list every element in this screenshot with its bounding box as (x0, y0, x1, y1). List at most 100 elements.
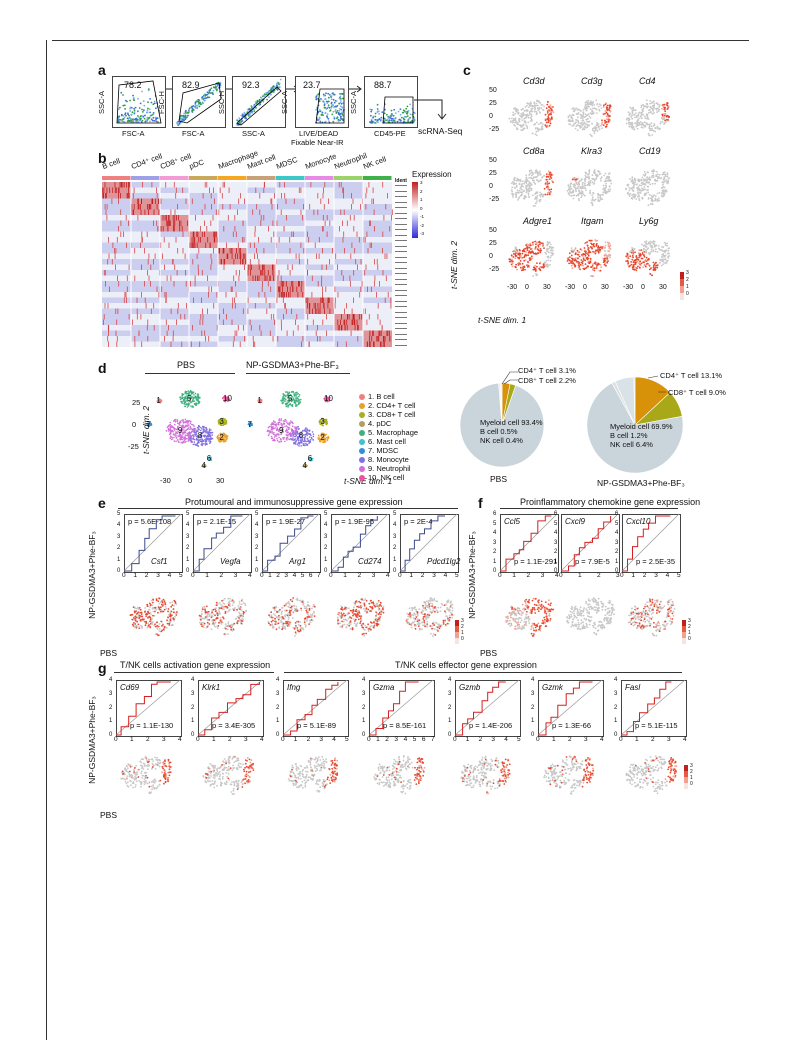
tsne-point (524, 247, 527, 250)
tsne-point (570, 264, 573, 267)
heatmap-stripe (156, 187, 157, 193)
heatmap-stripe (165, 297, 167, 303)
gate-event (341, 92, 343, 95)
gate-x-label-2: Fixable Near-IR (291, 138, 344, 147)
tsne-point (578, 191, 581, 194)
gate-event (150, 114, 153, 117)
tsne-point (548, 173, 551, 176)
tsne-point (531, 243, 534, 246)
gate-event (214, 86, 216, 89)
tsne-cluster-point (192, 443, 195, 446)
feature-plot-gene: Klra3 (581, 146, 603, 156)
heatmap-stripe (378, 336, 380, 342)
gate-event (341, 113, 344, 116)
tsne-point (629, 192, 632, 195)
gate-event (132, 119, 134, 121)
tsne-point (640, 117, 643, 120)
heatmap-stripe (197, 264, 199, 270)
tsne-point (521, 116, 523, 119)
tsne-point (536, 194, 539, 197)
tsne-point (654, 130, 657, 133)
tsne-point (534, 270, 537, 272)
tsne-point (609, 188, 612, 191)
tsne-point (543, 187, 546, 190)
tsne-point (549, 259, 552, 262)
heatmap-cell (363, 275, 392, 281)
tsne-point (546, 193, 549, 196)
gate-event (406, 120, 409, 123)
heatmap-stripe (322, 226, 323, 232)
heatmap-stripe (385, 275, 387, 281)
gate-event (152, 103, 155, 106)
tsne-point (529, 257, 531, 259)
tsne-point (519, 178, 522, 181)
tsne-point (569, 191, 572, 194)
gate-event (327, 117, 330, 120)
gate-event (200, 103, 202, 106)
tsne-point (653, 245, 656, 248)
heatmap-cell (131, 259, 160, 265)
tsne-point (665, 115, 668, 118)
heatmap-cell (305, 198, 334, 204)
tsne-point (517, 191, 520, 194)
gate-event (323, 103, 326, 105)
heatmap-stripe (123, 231, 124, 237)
heatmap-stripe (322, 215, 324, 221)
feature-plot-gene: Itgam (581, 216, 604, 226)
heatmap-stripe (247, 297, 249, 303)
tsne-point (575, 257, 577, 259)
heatmap-stripe (243, 237, 245, 243)
heatmap-stripe (223, 264, 225, 270)
heatmap-stripe (233, 259, 235, 265)
tsne-cluster-point (225, 437, 227, 439)
heatmap-stripe (172, 259, 173, 265)
gate-event (137, 115, 139, 117)
tsne-point (659, 122, 662, 125)
gate-event (188, 110, 190, 112)
tsne-point (580, 122, 583, 125)
tsne-point (534, 183, 537, 185)
tsne-point (649, 100, 651, 102)
heatmap-stripe (123, 297, 125, 303)
gate-event (204, 95, 207, 97)
feature-plot-gene: Cd8a (523, 146, 545, 156)
heatmap-stripe (147, 319, 149, 325)
tsne-point (584, 254, 587, 257)
tsne-point (547, 114, 550, 116)
gate-event (186, 114, 189, 117)
heatmap-stripe (263, 264, 265, 270)
tsne-point (575, 182, 578, 185)
heatmap-cell (247, 242, 276, 248)
heatmap-stripe (204, 182, 206, 188)
heatmap-stripe (284, 303, 286, 309)
tsne-point (533, 181, 535, 184)
tsne-point (641, 113, 644, 116)
heatmap-cell (247, 226, 276, 232)
heatmap-cell (189, 286, 218, 292)
gate-event (265, 91, 268, 94)
heatmap-stripe (223, 226, 225, 232)
heatmap-cell (189, 220, 218, 226)
gate-event (329, 109, 332, 112)
tsne-cluster-point (181, 402, 183, 404)
tsne-point (640, 184, 643, 187)
heatmap-stripe (281, 193, 282, 199)
gate-x-label: SSC-A (242, 129, 265, 138)
tsne-point (591, 107, 594, 110)
tsne-point (651, 202, 653, 205)
heatmap-cluster-bar (218, 176, 247, 180)
heatmap-stripe (376, 336, 378, 342)
feature-y-tick: -25 (489, 126, 500, 133)
tsne-point (654, 126, 657, 129)
tsne-point (665, 189, 668, 191)
gate-event (145, 119, 148, 121)
gate-x-label: LIVE/DEAD (299, 129, 339, 138)
tsne-point (511, 265, 514, 268)
tsne-point (532, 176, 535, 179)
tsne-point (644, 124, 647, 127)
heatmap-cell (334, 308, 363, 314)
gate-event (119, 106, 121, 109)
tsne-point (647, 132, 650, 135)
heatmap-stripe (369, 220, 370, 226)
heatmap-cell (363, 182, 392, 188)
